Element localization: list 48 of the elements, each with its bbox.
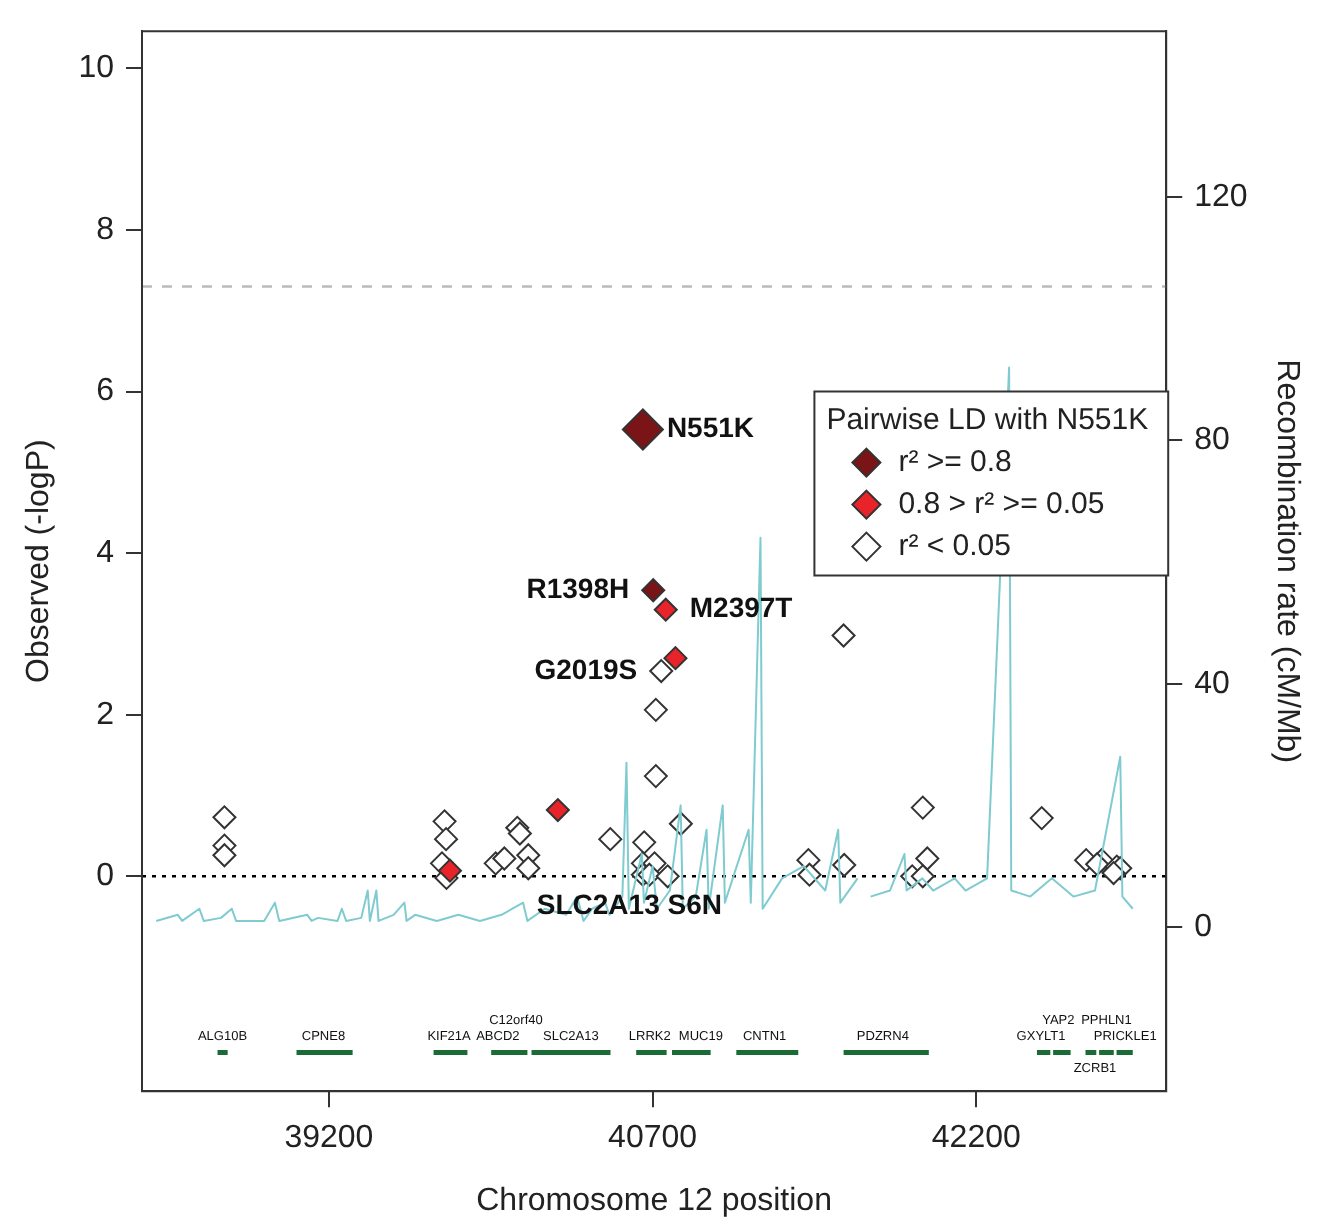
point bbox=[649, 659, 674, 684]
point bbox=[492, 846, 517, 871]
point bbox=[545, 798, 570, 823]
point bbox=[663, 646, 688, 671]
x-tick-label: 39200 bbox=[284, 1121, 374, 1156]
y2-tick-label: 80 bbox=[1194, 423, 1231, 458]
point bbox=[516, 856, 541, 881]
annotation: R1398H bbox=[526, 572, 630, 604]
point bbox=[643, 764, 668, 789]
point bbox=[212, 805, 237, 830]
y-tick-label: 2 bbox=[96, 697, 115, 732]
annotation: G2019S bbox=[534, 652, 638, 685]
x-tick-label: 40700 bbox=[608, 1121, 698, 1156]
legend-label: r² < 0.05 bbox=[898, 528, 1011, 563]
annotation: M2397T bbox=[689, 591, 794, 624]
point bbox=[432, 809, 457, 834]
y2-axis-title: Recombination rate (cM/Mb) bbox=[1269, 359, 1304, 764]
y-tick-label: 6 bbox=[96, 374, 115, 409]
y2-tick-label: 0 bbox=[1194, 909, 1213, 944]
point bbox=[1101, 861, 1126, 886]
point bbox=[910, 795, 935, 820]
legend-title: Pairwise LD with N551K bbox=[826, 402, 1149, 437]
x-tick-label: 42200 bbox=[931, 1121, 1021, 1156]
y-tick-label: 4 bbox=[96, 535, 115, 570]
x-axis-title: Chromosome 12 position bbox=[476, 1183, 832, 1218]
point bbox=[643, 697, 668, 722]
point bbox=[831, 623, 856, 648]
y2-tick-label: 40 bbox=[1194, 666, 1231, 701]
legend-label: r² >= 0.8 bbox=[898, 444, 1012, 479]
point bbox=[212, 843, 237, 868]
y-axis-title: Observed (-logP) bbox=[22, 439, 57, 684]
annotation: N551K bbox=[666, 411, 755, 444]
point bbox=[915, 846, 940, 871]
y-tick-label: 8 bbox=[96, 212, 115, 247]
annotation: SLC2A13 S6N bbox=[536, 888, 722, 921]
point bbox=[437, 858, 462, 883]
legend-label: 0.8 > r² >= 0.05 bbox=[898, 486, 1105, 521]
y2-tick-label: 120 bbox=[1194, 180, 1248, 215]
point bbox=[598, 827, 623, 852]
point bbox=[507, 821, 532, 846]
point bbox=[653, 597, 678, 622]
point bbox=[621, 408, 664, 451]
point bbox=[632, 830, 657, 855]
y-tick-label: 10 bbox=[78, 51, 115, 86]
point bbox=[641, 578, 666, 603]
point bbox=[1029, 806, 1054, 831]
y-tick-label: 0 bbox=[96, 859, 115, 894]
point bbox=[434, 827, 459, 852]
